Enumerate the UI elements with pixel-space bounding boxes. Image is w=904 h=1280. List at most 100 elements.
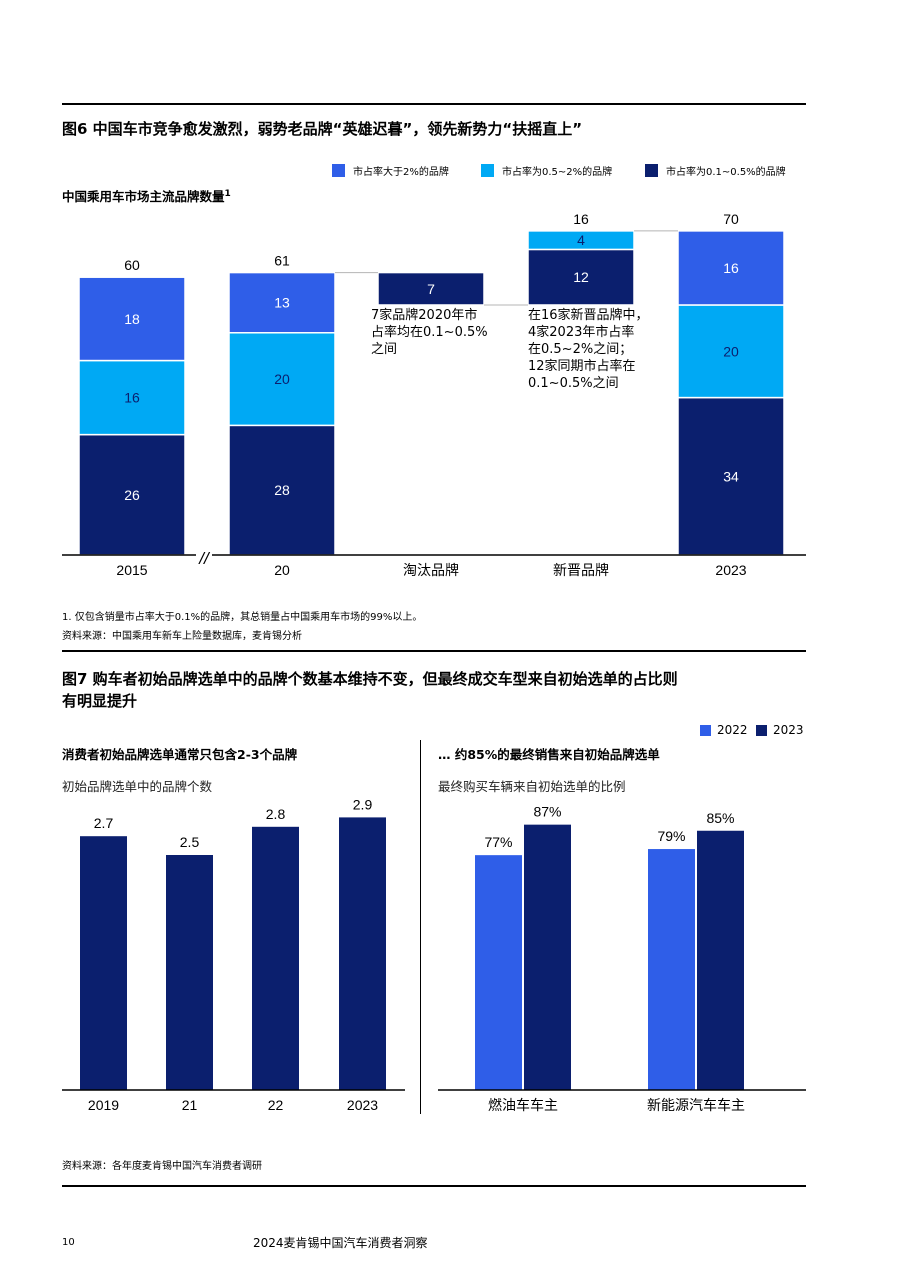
stacked-bar-segment	[78, 359, 186, 436]
x-tick-label: 21	[182, 1097, 198, 1113]
annotation-new-line: 4家2023年市占率	[528, 325, 635, 340]
figure7-title-line: 图7 购车者初始品牌选单中的品牌个数基本维持不变，但最终成交车型来自初始选单的占…	[62, 670, 678, 688]
x-tick-label: 新晋品牌	[553, 562, 609, 578]
bar-value-label: 77%	[484, 834, 512, 850]
bar-value-label: 87%	[533, 804, 561, 820]
stacked-bar-segment	[78, 276, 186, 362]
panel-divider	[420, 740, 421, 1114]
legend-swatch-small-share	[645, 164, 658, 177]
right-panel-subtitle: 最终购买车辆来自初始选单的比例	[438, 779, 626, 794]
bar	[648, 849, 695, 1090]
figure6-chart: 26 16 18 60 28 20 13 61 7 12 4 16 34 20 16 70 // 2015 20 淘汰…	[62, 211, 806, 578]
legend-swatch-large-share	[332, 164, 345, 177]
bar-segment-value: 7	[427, 281, 435, 297]
x-tick-label: 新能源汽车车主	[647, 1097, 745, 1113]
bar	[166, 855, 213, 1090]
legend-item-small-share: 市占率为0.1~0.5%的品牌	[645, 163, 786, 178]
bar	[80, 836, 127, 1090]
legend-item-mid-share: 市占率为0.5~2%的品牌	[481, 163, 612, 178]
x-tick-label: 20	[274, 562, 290, 578]
bar-value-label: 2.9	[353, 796, 373, 812]
bar-value-label: 2.5	[180, 834, 200, 850]
bar-segment-value: 20	[274, 371, 290, 387]
bar-segment-value: 16	[124, 390, 140, 406]
legend-item-large-share: 市占率大于2%的品牌	[332, 163, 449, 178]
bar-segment-value: 28	[274, 482, 290, 498]
left-panel-title: 消费者初始品牌选单通常只包含2-3个品牌	[62, 747, 298, 762]
figure7-source: 资料来源：各年度麦肯锡中国汽车消费者调研	[62, 1161, 262, 1172]
figure6-title: 图6 中国车市竞争愈发激烈，弱势老品牌“英雄迟暮”，领先新势力“扶摇直上”	[62, 120, 583, 138]
legend-label-large-share: 市占率大于2%的品牌	[353, 167, 449, 178]
stacked-bar-segment	[78, 433, 186, 556]
stacked-bar-segment	[527, 230, 635, 251]
bar-value-label: 2.7	[94, 815, 114, 831]
annotation-new-line: 0.1~0.5%之间	[528, 376, 619, 391]
legend-swatch-mid-share	[481, 164, 494, 177]
x-tick-label: 2015	[116, 562, 147, 578]
stacked-bar-segment	[527, 248, 635, 306]
annotation-eliminated: 7家品牌2020年市 占率均在0.1~0.5% 之间	[371, 307, 488, 358]
figure6-subtitle-text: 中国乘用车市场主流品牌数量	[62, 189, 225, 204]
annotation-eliminated-line: 之间	[371, 342, 398, 357]
middle-rule	[62, 650, 806, 652]
footnote-marker: 1	[224, 188, 231, 199]
bar-segment-value: 13	[274, 295, 290, 311]
bar-segment-value: 34	[723, 468, 739, 484]
x-tick-label: 2019	[88, 1097, 119, 1113]
bar-total-label: 70	[723, 211, 739, 227]
legend-label-2022: 2022	[717, 723, 748, 737]
annotation-eliminated-line: 7家品牌2020年市	[371, 308, 478, 323]
x-tick-label: 淘汰品牌	[403, 562, 459, 578]
brand-count-chart: 2.7 2019 2.5 21 2.8 22 2.9 2023	[62, 796, 405, 1113]
legend-item-2023: 2023	[756, 723, 804, 737]
x-tick-label: 22	[268, 1097, 284, 1113]
axis-break-mark: //	[198, 549, 211, 568]
legend-label-2023: 2023	[773, 723, 804, 737]
bar-segment-value: 4	[577, 232, 585, 248]
right-panel-title: … 约85%的最终销售来自初始品牌选单	[438, 747, 660, 762]
x-tick-label: 2023	[715, 562, 746, 578]
x-tick-label: 2023	[347, 1097, 378, 1113]
bar-total-label: 61	[274, 253, 290, 269]
bar-total-label: 16	[573, 211, 589, 227]
bar-segment-value: 20	[723, 343, 739, 359]
bar-total-label: 60	[124, 257, 140, 273]
stacked-bar-segment	[377, 271, 485, 306]
stacked-bar-segment	[677, 230, 785, 306]
initial-list-share-chart: 77% 87% 燃油车车主 79% 85% 新能源汽车车主	[438, 804, 806, 1113]
figure7-title-line: 有明显提升	[62, 692, 138, 710]
left-panel-subtitle: 初始品牌选单中的品牌个数	[62, 779, 213, 794]
bar-value-label: 79%	[657, 828, 685, 844]
bar	[475, 855, 522, 1090]
page-number: 10	[62, 1237, 75, 1248]
bottom-rule	[62, 1185, 806, 1187]
bar	[252, 826, 299, 1090]
legend-swatch-2022	[700, 724, 711, 736]
legend-item-2022: 2022	[700, 723, 748, 737]
annotation-new-line: 12家同期市占率在	[528, 359, 636, 374]
figure6-source: 资料来源：中国乘用车新车上险量数据库，麦肯锡分析	[62, 631, 302, 642]
bar-segment-value: 12	[573, 269, 589, 285]
bar	[697, 830, 744, 1090]
bar-value-label: 2.8	[266, 806, 286, 822]
bar-value-label: 85%	[706, 810, 734, 826]
top-rule	[62, 103, 806, 105]
bar	[339, 817, 386, 1090]
bar-segment-value: 16	[723, 260, 739, 276]
stacked-bar-segment	[228, 332, 336, 427]
figure6-footnote: 1. 仅包含销量市占率大于0.1%的品牌，其总销量占中国乘用车市场的99%以上。	[62, 612, 423, 623]
stacked-bar-segment	[677, 396, 785, 556]
bar	[524, 824, 571, 1090]
annotation-eliminated-line: 占率均在0.1~0.5%	[371, 325, 488, 340]
legend-swatch-2023	[756, 724, 767, 736]
bar-segment-value: 18	[124, 311, 140, 327]
stacked-bar-segment	[677, 304, 785, 399]
annotation-new-line: 在16家新晋品牌中，	[528, 308, 649, 323]
figure7-title: 图7 购车者初始品牌选单中的品牌个数基本维持不变，但最终成交车型来自初始选单的占…	[62, 668, 678, 712]
legend-label-mid-share: 市占率为0.5~2%的品牌	[502, 167, 613, 178]
annotation-new: 在16家新晋品牌中， 4家2023年市占率 在0.5~2%之间； 12家同期市占…	[528, 307, 649, 392]
stacked-bar-segment	[228, 424, 336, 556]
bar-segment-value: 26	[124, 487, 140, 503]
figure6-subtitle: 中国乘用车市场主流品牌数量1	[62, 186, 231, 205]
x-tick-label: 燃油车车主	[488, 1097, 558, 1113]
